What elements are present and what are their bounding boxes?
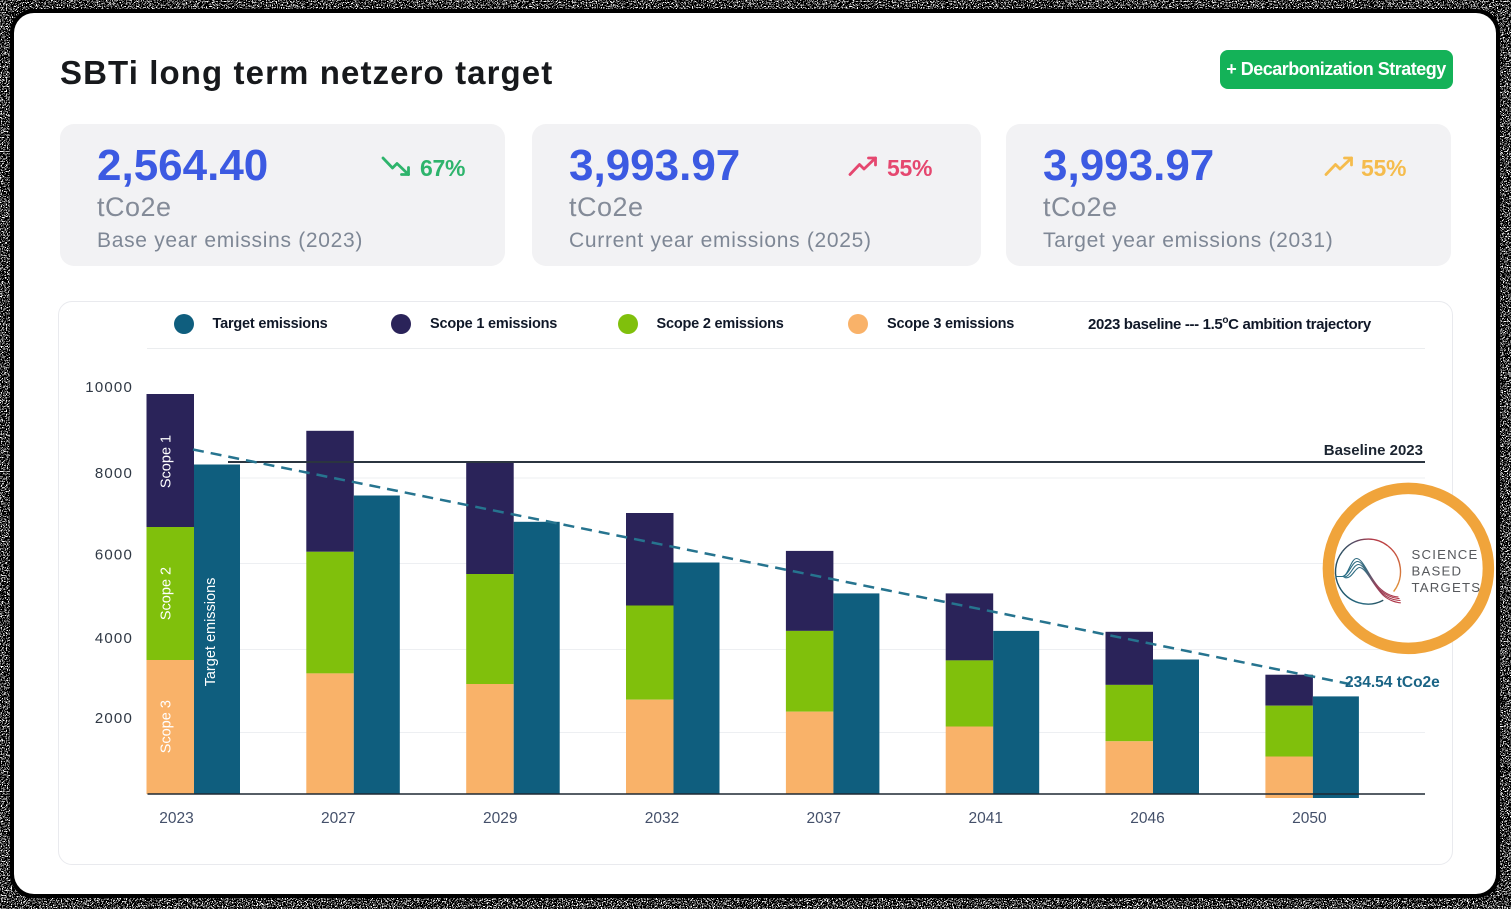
- svg-text:Scope 3: Scope 3: [159, 700, 175, 753]
- svg-text:2023: 2023: [159, 810, 193, 827]
- svg-text:Scope 1: Scope 1: [159, 435, 175, 488]
- svg-text:2037: 2037: [807, 810, 841, 827]
- svg-text:2032: 2032: [645, 810, 679, 827]
- svg-text:2027: 2027: [321, 810, 355, 827]
- svg-text:2050: 2050: [1292, 810, 1327, 827]
- svg-text:Target emissions: Target emissions: [203, 578, 219, 687]
- svg-text:10000: 10000: [85, 379, 133, 396]
- svg-text:BASED: BASED: [1412, 564, 1463, 579]
- svg-text:SCIENCE: SCIENCE: [1412, 547, 1479, 562]
- svg-text:8000: 8000: [95, 465, 133, 482]
- svg-text:Scope 2: Scope 2: [159, 567, 175, 620]
- svg-text:2000: 2000: [95, 710, 133, 727]
- svg-text:2046: 2046: [1130, 810, 1164, 827]
- svg-text:TARGETS: TARGETS: [1412, 580, 1482, 595]
- svg-text:6000: 6000: [95, 547, 133, 564]
- svg-text:Baseline 2023: Baseline 2023: [1324, 442, 1423, 459]
- svg-text:4000: 4000: [95, 630, 133, 647]
- svg-text:2041: 2041: [968, 810, 1002, 827]
- svg-text:234.54 tCo2e: 234.54 tCo2e: [1345, 674, 1440, 691]
- svg-text:2029: 2029: [483, 810, 517, 827]
